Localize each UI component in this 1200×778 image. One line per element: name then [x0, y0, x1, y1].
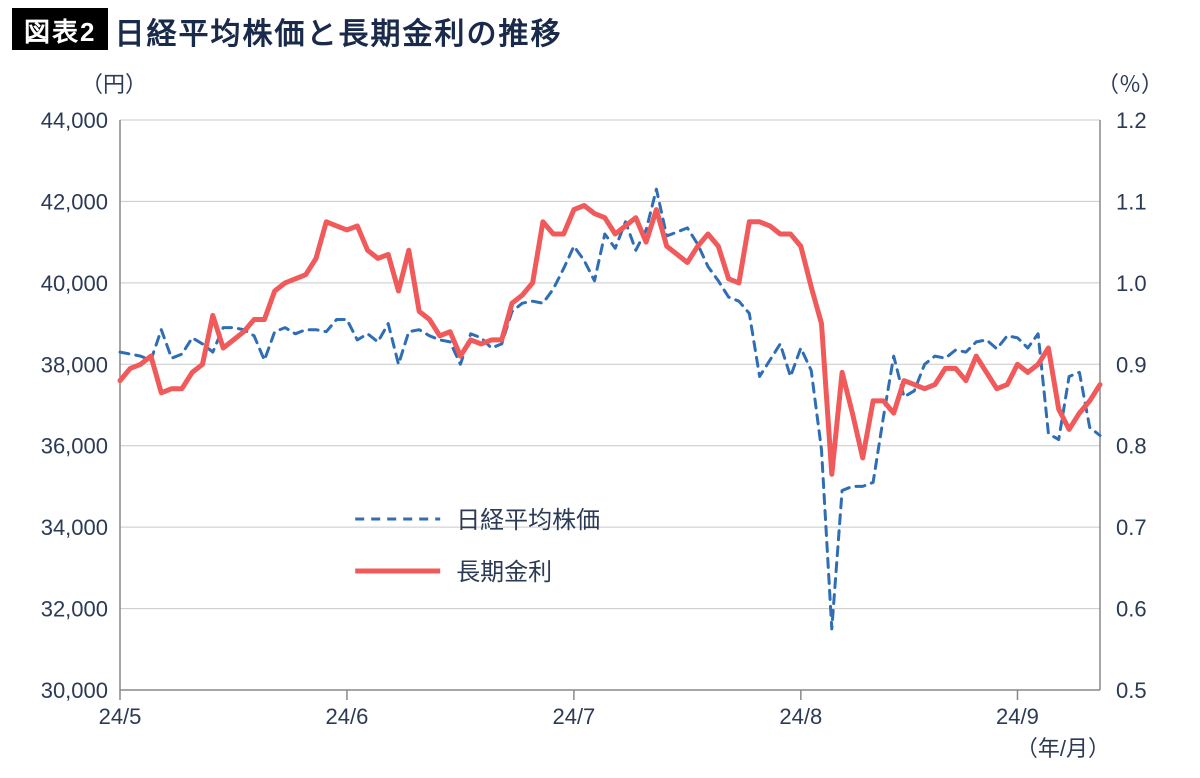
y-left-tick: 42,000 [41, 189, 108, 214]
figure-container: 図表2 日経平均株価と長期金利の推移 30,000 32,000 34,000 36,… [0, 0, 1200, 778]
y-right-tick: 0.7 [1116, 515, 1147, 540]
y-right-unit: （％） [1097, 72, 1163, 97]
y-right-tick: 0.6 [1116, 597, 1147, 622]
x-tick: 24/5 [99, 704, 142, 729]
y-left-tick: 34,000 [41, 515, 108, 540]
x-tick: 24/9 [996, 704, 1039, 729]
chart-area: 30,000 32,000 34,000 36,000 38,000 40,000 42,0… [0, 50, 1200, 770]
legend-label: 日経平均株価 [456, 507, 600, 534]
figure-title: 日経平均株価と長期金利の推移 [114, 9, 562, 53]
y-left-tick: 40,000 [41, 271, 108, 296]
y-right-tick: 1.2 [1116, 108, 1147, 133]
chart-svg: 30,000 32,000 34,000 36,000 38,000 40,000 42,0… [0, 50, 1200, 770]
y-left-tick: 30,000 [41, 678, 108, 703]
y-left-tick: 44,000 [41, 108, 108, 133]
x-tick: 24/6 [326, 704, 369, 729]
legend-label: 長期金利 [456, 559, 552, 586]
y-right-tick: 1.1 [1116, 189, 1147, 214]
x-axis-label: （年/月） [1016, 736, 1110, 761]
y-left-tick: 38,000 [41, 352, 108, 377]
figure-badge: 図表2 [12, 8, 108, 53]
x-tick: 24/8 [779, 704, 822, 729]
y-left-tick: 32,000 [41, 597, 108, 622]
y-left-unit: （円） [81, 72, 147, 97]
y-right-tick: 0.8 [1116, 434, 1147, 459]
y-left-tick: 36,000 [41, 434, 108, 459]
y-right-tick: 1.0 [1116, 271, 1147, 296]
y-right-tick: 0.9 [1116, 352, 1147, 377]
y-right-tick: 0.5 [1116, 678, 1147, 703]
x-tick: 24/7 [552, 704, 595, 729]
